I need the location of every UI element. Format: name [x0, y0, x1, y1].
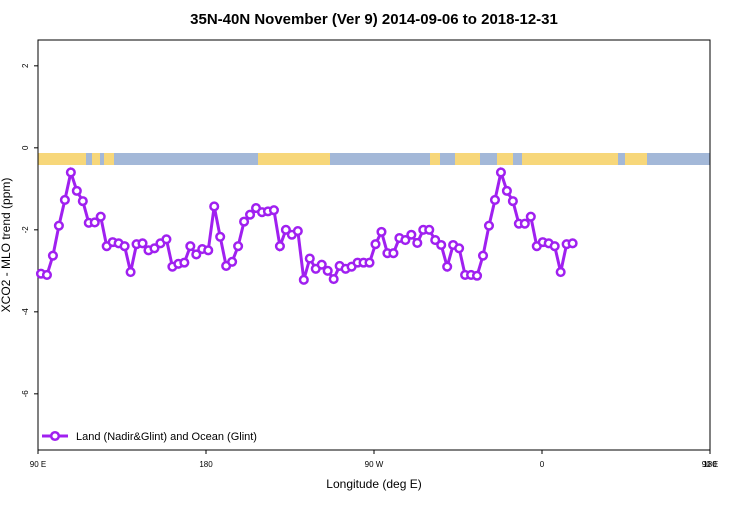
- x-tick-label: 180: [199, 460, 213, 469]
- point: [95, 211, 106, 222]
- point: [436, 239, 447, 251]
- y-axis-label: XCO2 - MLO trend (ppm): [0, 178, 13, 313]
- land-band: [625, 153, 647, 165]
- point: [519, 218, 530, 229]
- point: [53, 220, 64, 231]
- x-tick-label: 0: [540, 460, 545, 469]
- point: [298, 274, 309, 285]
- point: [412, 237, 423, 248]
- point: [185, 241, 196, 252]
- x-tick-label: 90 W: [365, 460, 384, 469]
- point: [89, 217, 100, 228]
- point: [71, 185, 82, 196]
- land-band: [92, 153, 100, 165]
- land-band: [497, 153, 513, 165]
- point: [400, 235, 411, 246]
- point: [149, 243, 160, 254]
- point: [454, 243, 465, 254]
- point: [495, 167, 506, 178]
- point: [328, 273, 339, 285]
- point: [525, 211, 536, 222]
- point: [406, 229, 417, 240]
- point: [125, 267, 136, 278]
- point: [137, 238, 148, 249]
- point: [77, 196, 88, 207]
- x-axis-label: Longitude (deg E): [326, 477, 421, 491]
- point: [274, 241, 285, 252]
- point: [322, 265, 333, 276]
- point: [203, 245, 214, 256]
- point: [507, 196, 518, 207]
- point: [119, 241, 130, 252]
- point: [442, 261, 453, 272]
- point: [549, 241, 560, 252]
- y-tick-label: 0: [21, 145, 30, 150]
- point: [227, 256, 238, 267]
- point: [370, 239, 381, 250]
- point: [161, 234, 172, 245]
- land-band: [38, 153, 86, 165]
- y-tick-label: -4: [21, 308, 30, 316]
- point: [430, 235, 441, 246]
- point: [501, 185, 512, 196]
- point: [47, 250, 58, 261]
- y-tick-label: -2: [21, 226, 30, 234]
- point: [376, 226, 387, 237]
- point: [179, 257, 190, 268]
- point: [477, 250, 489, 261]
- land-band: [104, 153, 114, 165]
- point: [567, 238, 578, 249]
- point: [215, 231, 226, 242]
- point: [555, 267, 566, 278]
- x-tick-label: 180: [703, 460, 717, 469]
- point: [292, 226, 303, 237]
- x-tick-label: 90 E: [702, 460, 718, 469]
- point: [364, 257, 375, 268]
- y-tick-label: -6: [21, 390, 30, 398]
- point: [245, 209, 256, 220]
- point: [233, 241, 244, 252]
- land-band: [455, 153, 480, 165]
- point: [209, 201, 220, 212]
- point: [280, 224, 291, 235]
- land-ocean-strip: [38, 153, 710, 165]
- point: [65, 167, 76, 178]
- point: [424, 224, 435, 235]
- point: [239, 216, 250, 227]
- land-band: [522, 153, 618, 165]
- chart-title: 35N-40N November (Ver 9) 2014-09-06 to 2…: [190, 11, 558, 28]
- x-tick-label: 90 E: [30, 460, 46, 469]
- point: [388, 248, 399, 259]
- point: [316, 259, 327, 270]
- land-band: [258, 153, 330, 165]
- y-tick-label: 2: [21, 63, 30, 68]
- point: [489, 194, 501, 205]
- point: [483, 220, 495, 231]
- legend-label: Land (Nadir&Glint) and Ocean (Glint): [76, 431, 257, 443]
- point: [191, 249, 202, 260]
- point: [59, 194, 70, 205]
- legend-marker: [49, 430, 61, 442]
- point: [41, 269, 53, 280]
- land-band: [430, 153, 440, 165]
- point: [268, 205, 279, 216]
- point: [304, 253, 315, 264]
- point: [471, 270, 483, 281]
